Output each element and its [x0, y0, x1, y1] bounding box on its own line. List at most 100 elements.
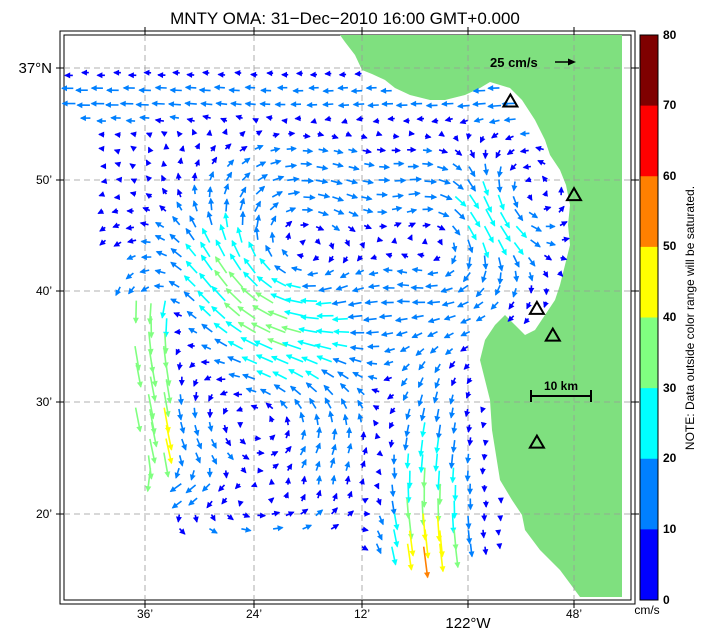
- current-vector: [454, 546, 461, 569]
- current-vector: [115, 286, 121, 297]
- current-vector: [114, 132, 121, 138]
- current-vector: [106, 87, 119, 94]
- current-vector: [482, 181, 490, 196]
- current-vector: [452, 135, 459, 142]
- current-vector: [528, 211, 539, 219]
- current-vector: [90, 100, 105, 107]
- current-vector: [333, 208, 345, 215]
- current-vector: [357, 399, 364, 409]
- current-vector: [172, 69, 180, 76]
- current-vector: [271, 277, 287, 287]
- current-vector: [232, 391, 243, 398]
- current-vector: [241, 356, 258, 365]
- current-vector: [402, 391, 409, 401]
- current-vector: [482, 255, 489, 270]
- current-vector: [100, 178, 108, 184]
- current-vector: [206, 467, 213, 478]
- current-vector: [393, 529, 400, 548]
- current-vector: [341, 118, 348, 124]
- current-vector: [331, 341, 348, 348]
- lat-label-20: 20’: [36, 507, 52, 521]
- current-vector: [535, 145, 544, 152]
- current-vector: [252, 304, 272, 317]
- current-vector: [211, 285, 226, 302]
- current-vector: [513, 242, 524, 256]
- current-vector: [226, 514, 234, 521]
- current-vector: [207, 186, 213, 198]
- current-vector: [272, 525, 284, 532]
- current-vector: [457, 301, 469, 308]
- current-vector: [299, 445, 306, 456]
- current-vector: [427, 270, 439, 277]
- current-vector: [237, 306, 256, 320]
- current-vector: [344, 461, 351, 471]
- current-vector: [213, 322, 228, 334]
- current-vector: [468, 543, 475, 558]
- current-vector: [466, 424, 473, 433]
- current-vector: [312, 254, 320, 261]
- current-vector: [273, 384, 286, 393]
- current-vector: [479, 467, 486, 475]
- current-vector: [449, 467, 456, 484]
- current-vector: [383, 375, 392, 382]
- current-vector: [140, 238, 151, 245]
- current-vector: [416, 115, 425, 122]
- current-vector: [285, 207, 297, 213]
- current-vector: [381, 100, 394, 107]
- current-vector: [227, 356, 242, 363]
- current-vector: [349, 344, 364, 351]
- current-vector: [537, 159, 546, 166]
- current-vector: [315, 442, 321, 454]
- current-vector: [302, 207, 314, 213]
- current-vector: [331, 300, 347, 306]
- current-vector: [211, 454, 218, 465]
- current-vector: [187, 342, 195, 349]
- current-vector: [115, 176, 123, 183]
- current-vector: [545, 223, 556, 230]
- current-vector: [497, 257, 504, 272]
- current-vector: [270, 450, 279, 457]
- current-vector: [346, 426, 353, 438]
- current-vector: [401, 363, 410, 372]
- colorbar-segment: [640, 176, 658, 248]
- current-vector: [487, 85, 500, 92]
- colorbar-segment: [640, 529, 658, 601]
- current-vector: [362, 497, 369, 504]
- current-vector: [170, 261, 182, 271]
- current-vector: [425, 283, 438, 289]
- current-vector: [467, 179, 476, 192]
- current-vector: [375, 468, 382, 476]
- current-vector: [366, 360, 378, 367]
- current-vector: [407, 163, 420, 170]
- current-vector: [332, 357, 347, 365]
- current-vector: [259, 388, 271, 396]
- scale-bar: [530, 390, 592, 402]
- colorbar-tick-80: 80: [663, 28, 677, 42]
- current-vector: [340, 398, 348, 409]
- current-vector: [543, 301, 549, 308]
- current-vector: [240, 466, 247, 474]
- current-vector: [151, 100, 165, 107]
- current-vector: [339, 383, 350, 393]
- current-vector: [393, 513, 400, 531]
- current-vector: [378, 515, 384, 526]
- current-vector: [172, 216, 181, 226]
- current-vector: [242, 373, 256, 380]
- current-vector: [317, 131, 325, 137]
- current-vector: [211, 306, 226, 320]
- current-vector: [368, 270, 379, 277]
- current-vector: [418, 454, 425, 474]
- current-vector: [223, 198, 230, 212]
- current-vector: [410, 100, 423, 107]
- current-vector: [207, 408, 214, 419]
- current-vector: [467, 498, 474, 511]
- current-vector: [284, 445, 292, 454]
- current-vector: [479, 135, 486, 144]
- current-vector: [154, 84, 167, 91]
- current-vector: [208, 394, 214, 402]
- current-vector: [316, 312, 334, 319]
- current-vector: [161, 187, 168, 195]
- current-vector: [365, 84, 377, 91]
- current-vector: [267, 310, 288, 320]
- current-vector: [257, 174, 268, 182]
